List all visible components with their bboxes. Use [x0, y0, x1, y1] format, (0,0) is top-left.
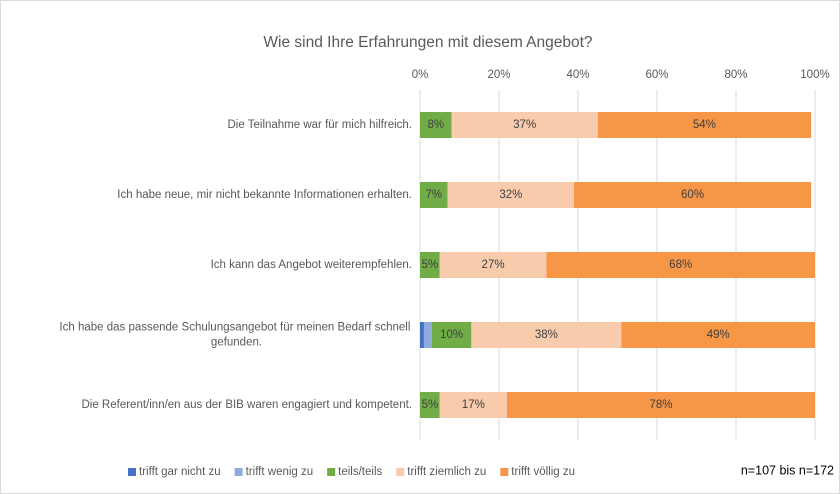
data-label: 60%: [681, 189, 704, 201]
x-tick-label: 40%: [566, 69, 589, 81]
data-label: 5%: [422, 259, 439, 271]
legend-label: trifft völlig zu: [511, 466, 575, 478]
category-label: Ich habe das passende Schulungsangebot f…: [59, 322, 413, 349]
bar-segment: [423, 322, 432, 348]
data-label: 68%: [669, 259, 692, 271]
bar-segment: [471, 322, 622, 348]
bar-segment: [546, 252, 815, 278]
x-tick-label: 0%: [412, 69, 429, 81]
bar-segment: [420, 182, 448, 208]
x-tick-label: 80%: [724, 69, 747, 81]
bar-segment: [420, 322, 424, 348]
category-label: Ich habe neue, mir nicht bekannte Inform…: [117, 189, 412, 201]
data-label: 8%: [427, 119, 444, 131]
data-label: 78%: [649, 399, 672, 411]
data-label: 17%: [462, 399, 485, 411]
bar-segment: [420, 112, 452, 138]
legend-swatch: [396, 468, 405, 476]
category-label: Die Referent/inn/en aus der BIB waren en…: [81, 399, 412, 411]
bar-segment: [431, 322, 472, 348]
data-label: 10%: [440, 329, 463, 341]
data-label: 37%: [513, 119, 536, 131]
bar-segment: [439, 392, 507, 418]
bar-segment: [574, 182, 812, 208]
bar-segment: [506, 392, 815, 418]
bar-segment: [621, 322, 815, 348]
bar-segment: [451, 112, 598, 138]
legend-label: teils/teils: [338, 466, 382, 478]
bar-segment: [597, 112, 812, 138]
legend-swatch: [500, 468, 509, 476]
data-label: 32%: [499, 189, 522, 201]
data-label: 54%: [693, 119, 716, 131]
category-label: Die Teilnahme war für mich hilfreich.: [228, 119, 413, 131]
legend-swatch: [327, 468, 336, 476]
bar-segment: [420, 252, 440, 278]
legend-label: trifft gar nicht zu: [139, 466, 221, 478]
data-label: 49%: [707, 329, 730, 341]
x-tick-label: 60%: [645, 69, 668, 81]
chart-title: Wie sind Ihre Erfahrungen mit diesem Ang…: [263, 34, 593, 51]
legend-label: trifft wenig zu: [246, 466, 314, 478]
bar-segment: [420, 392, 440, 418]
legend-swatch: [128, 468, 136, 476]
data-label: 5%: [422, 399, 439, 411]
bar-segment: [439, 252, 547, 278]
x-tick-label: 100%: [800, 69, 829, 81]
bar-segment: [447, 182, 575, 208]
data-label: 7%: [426, 189, 443, 201]
legend-label: trifft ziemlich zu: [407, 466, 486, 478]
x-tick-label: 20%: [487, 69, 510, 81]
category-label: Ich kann das Angebot weiterempfehlen.: [211, 259, 412, 271]
data-label: 38%: [535, 329, 558, 341]
annotation: n=107 bis n=172: [741, 463, 834, 477]
legend-swatch: [234, 468, 243, 476]
data-label: 27%: [482, 259, 505, 271]
